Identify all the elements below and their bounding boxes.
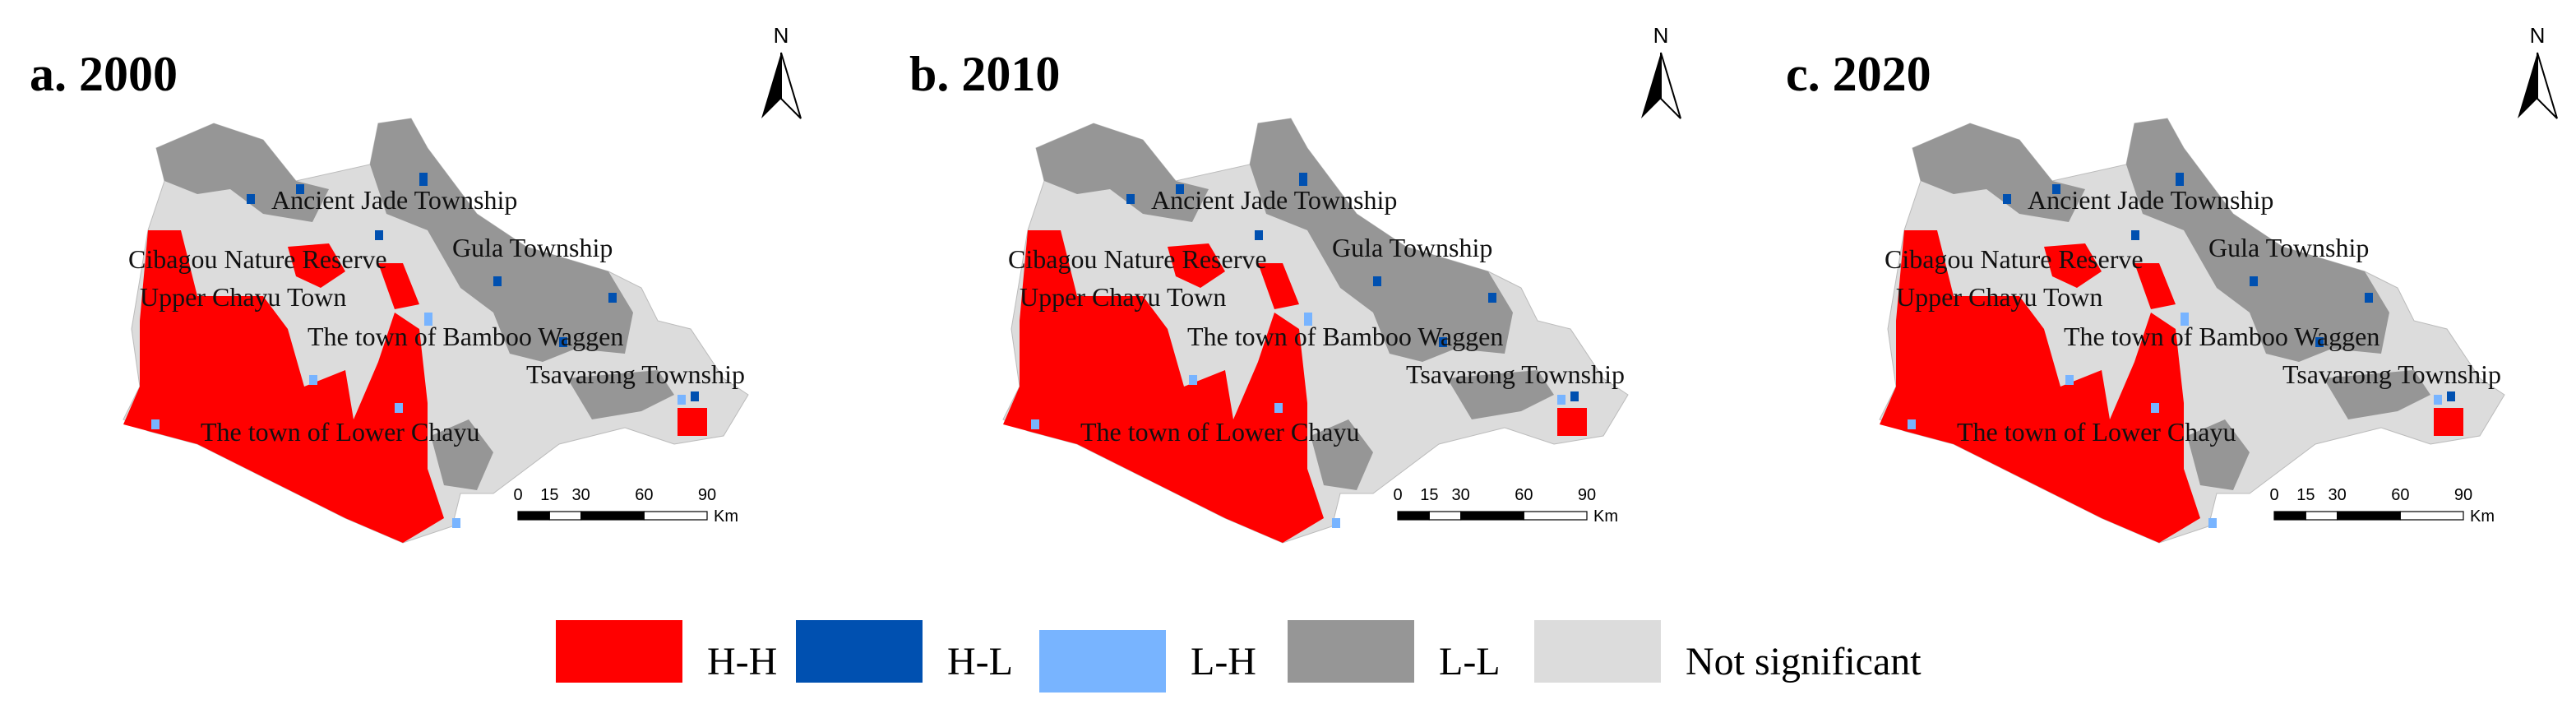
legend-swatch: [796, 620, 923, 683]
legend-label: H-H: [707, 640, 777, 683]
panel-title: b. 2010: [909, 47, 1060, 101]
scale-tick-label: 15: [540, 486, 558, 504]
north-arrow: [780, 52, 802, 119]
place-label: Upper Chayu Town: [1020, 282, 1226, 312]
place-label: Tsavarong Township: [1406, 359, 1625, 389]
place-label: The town of Bamboo Waggen: [308, 322, 623, 351]
north-arrow: [1660, 52, 1681, 119]
scale-segment: [2305, 511, 2338, 521]
scale-unit: Km: [714, 507, 738, 526]
scale-segment: [517, 511, 550, 521]
scale-tick-label: 60: [2391, 486, 2409, 504]
scale-segment: [2399, 511, 2464, 521]
legend-label: H-L: [947, 640, 1013, 683]
scale-tick-label: 90: [2454, 486, 2472, 504]
place-label: Ancient Jade Township: [1151, 185, 1397, 215]
place-label: Gula Township: [1332, 233, 1492, 262]
scale-segment: [1523, 511, 1588, 521]
scale-tick-label: 30: [2329, 486, 2347, 504]
panel-title: c. 2020: [1786, 47, 1931, 101]
place-label: Tsavarong Township: [2282, 359, 2501, 389]
map-panel: a. 2000 N Ancient Jade Township Gula Townsh…: [30, 23, 802, 544]
place-label: The town of Bamboo Waggen: [2064, 322, 2379, 351]
place-label: Ancient Jade Township: [2028, 185, 2273, 215]
legend-swatch: [556, 620, 682, 683]
scale-tick-label: 15: [2296, 486, 2315, 504]
north-label: N: [2530, 23, 2546, 48]
panel-title: a. 2000: [30, 47, 178, 101]
north-arrow: [1641, 53, 1661, 118]
north-arrow: [761, 53, 781, 118]
scale-tick-label: 60: [635, 486, 653, 504]
scale-unit: Km: [1593, 507, 1618, 526]
place-label: Upper Chayu Town: [1896, 282, 2102, 312]
legend-label: L-H: [1191, 640, 1256, 683]
scale-tick-label: 90: [1578, 486, 1596, 504]
scale-unit: Km: [2470, 507, 2495, 526]
scale-tick-label: 0: [513, 486, 522, 504]
legend-label: Not significant: [1686, 640, 1922, 683]
north-arrow: [2518, 53, 2537, 118]
place-label: Cibagou Nature Reserve: [1885, 244, 2144, 274]
legend-swatch: [1039, 630, 1166, 693]
scale-segment: [580, 511, 645, 521]
place-label: The town of Lower Chayu: [201, 417, 479, 447]
place-label: The town of Lower Chayu: [1080, 417, 1359, 447]
scale-tick-label: 30: [572, 486, 590, 504]
scale-tick-label: 60: [1515, 486, 1533, 504]
scale-segment: [2273, 511, 2306, 521]
map-panel: b. 2010 N Ancient Jade Township Gula Townsh…: [909, 23, 1681, 544]
scale-tick-label: 15: [1420, 486, 1438, 504]
place-label: The town of Bamboo Waggen: [1187, 322, 1503, 351]
scale-segment: [643, 511, 708, 521]
north-label: N: [774, 23, 789, 48]
north-label: N: [1653, 23, 1669, 48]
scale-segment: [1460, 511, 1524, 521]
scale-tick-label: 0: [2269, 486, 2278, 504]
scale-tick-label: 90: [698, 486, 716, 504]
place-label: Tsavarong Township: [526, 359, 745, 389]
north-arrow: [2537, 52, 2558, 119]
scale-segment: [2337, 511, 2401, 521]
scale-segment: [1428, 511, 1462, 521]
place-label: The town of Lower Chayu: [1957, 417, 2236, 447]
legend-swatch: [1288, 620, 1414, 683]
map-panel: c. 2020 N Ancient Jade Township Gula Townsh…: [1786, 23, 2558, 544]
scale-tick-label: 30: [1452, 486, 1470, 504]
place-label: Ancient Jade Township: [271, 185, 517, 215]
place-label: Cibagou Nature Reserve: [1008, 244, 1267, 274]
scale-segment: [548, 511, 582, 521]
place-label: Upper Chayu Town: [140, 282, 346, 312]
scale-segment: [1397, 511, 1430, 521]
place-label: Gula Township: [2208, 233, 2369, 262]
legend-label: L-L: [1439, 640, 1501, 683]
place-label: Cibagou Nature Reserve: [128, 244, 387, 274]
legend-swatch: [1534, 620, 1661, 683]
scale-tick-label: 0: [1393, 486, 1402, 504]
place-label: Gula Township: [452, 233, 613, 262]
